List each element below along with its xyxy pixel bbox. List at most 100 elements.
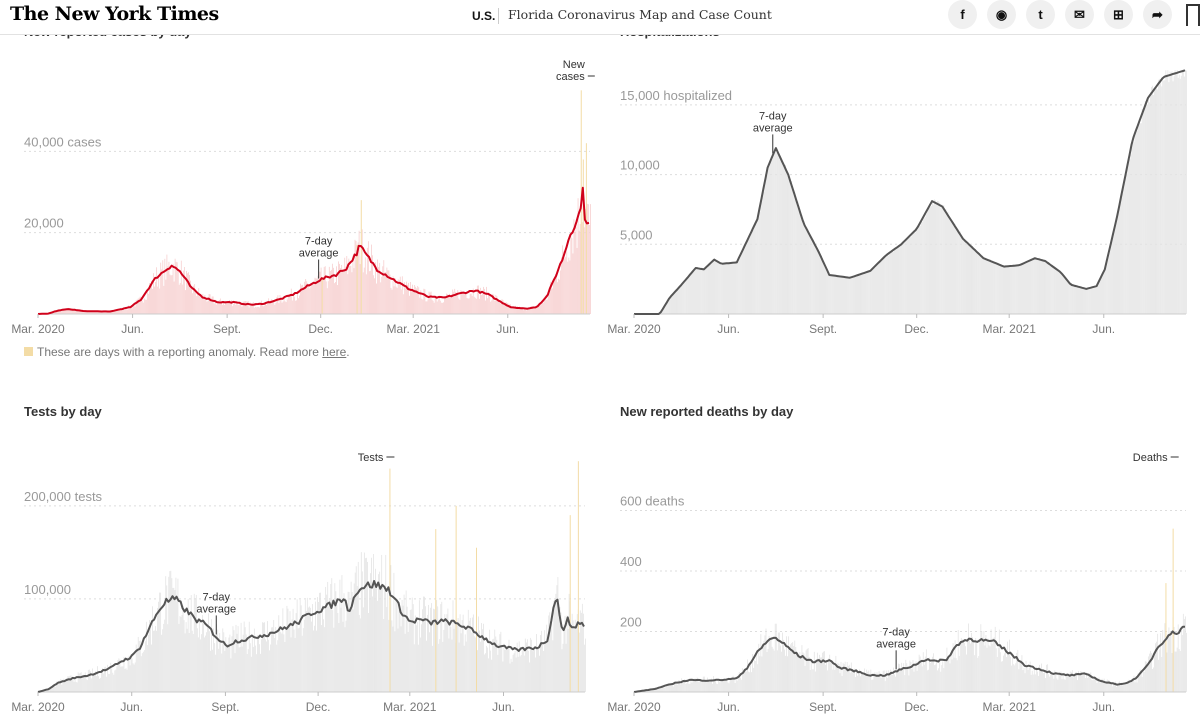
cases-daily-bar	[545, 299, 547, 314]
tests-daily-bar	[113, 674, 115, 692]
cases-anomaly-bar	[360, 200, 362, 314]
hosp-daily-bar	[1120, 203, 1122, 314]
cases-daily-bar	[289, 295, 291, 314]
cases-daily-bar	[499, 302, 501, 314]
tests-daily-bar	[317, 597, 318, 692]
cases-daily-bar	[131, 308, 133, 314]
cases-daily-bar	[291, 300, 293, 314]
deaths-daily-bar	[777, 632, 779, 692]
tests-daily-bar	[213, 628, 215, 692]
deaths-daily-bar	[651, 690, 653, 692]
deaths-daily-bar	[1081, 671, 1082, 692]
tests-daily-bar	[454, 620, 456, 692]
deaths-daily-bar	[1082, 675, 1083, 692]
deaths-daily-bar	[1006, 656, 1007, 692]
tests-daily-bar	[405, 590, 407, 692]
hosp-daily-bar	[1096, 285, 1098, 314]
hosp-daily-bar	[954, 223, 956, 314]
whatsapp-icon[interactable]: ◉	[987, 0, 1016, 29]
read-more-link[interactable]: here	[322, 345, 347, 359]
deaths-daily-bar	[973, 643, 975, 692]
cases-daily-bar	[425, 301, 427, 314]
hosp-daily-bar	[860, 274, 861, 314]
deaths-daily-bar	[1059, 672, 1061, 692]
deaths-daily-bar	[1036, 671, 1038, 692]
nyt-logo[interactable]: The New York Times	[10, 3, 219, 25]
deaths-daily-bar	[901, 662, 903, 692]
hosp-daily-bar	[711, 264, 712, 314]
cases-daily-bar	[309, 288, 311, 314]
deaths-daily-bar	[1126, 682, 1128, 692]
hosp-daily-bar	[1011, 265, 1013, 314]
tests-daily-bar	[529, 637, 531, 692]
cases-daily-bar	[102, 311, 104, 314]
cases-daily-bar	[496, 296, 498, 314]
deaths-daily-bar	[940, 671, 942, 692]
hosp-daily-bar	[844, 276, 846, 314]
cases-daily-bar	[324, 266, 326, 314]
hosp-daily-bar	[927, 207, 929, 314]
hosp-daily-bar	[667, 300, 669, 314]
deaths-daily-bar	[1032, 674, 1034, 692]
hosp-daily-bar	[1056, 270, 1058, 314]
deaths-daily-bar	[1008, 653, 1009, 692]
hosp-daily-bar	[1127, 162, 1129, 314]
hosp-daily-bar	[924, 216, 926, 314]
share-icon[interactable]: ➦	[1143, 0, 1172, 29]
hosp-daily-bar	[1126, 174, 1128, 314]
deaths-daily-bar	[836, 667, 838, 692]
tests-daily-bar	[427, 614, 428, 692]
tests-daily-bar	[460, 633, 462, 692]
cases-daily-bar	[303, 289, 305, 314]
hosp-daily-bar	[902, 244, 904, 314]
deaths-daily-bar	[1174, 651, 1176, 692]
tests-x-tick-label: Mar. 2020	[11, 700, 65, 714]
hosp-avg-line	[634, 69, 1186, 315]
hosp-daily-bar	[1114, 227, 1115, 314]
tests-y-tick-label: 100,000	[24, 582, 71, 597]
cases-daily-bar	[432, 300, 434, 314]
hosp-daily-bar	[1177, 77, 1179, 314]
cases-daily-bar	[237, 304, 239, 314]
cases-daily-bar	[509, 304, 511, 314]
hosp-daily-bar	[1018, 264, 1020, 314]
cases-daily-bar	[416, 288, 418, 314]
tests-daily-bar	[419, 637, 421, 692]
cases-daily-bar	[66, 308, 68, 314]
hosp-daily-bar	[1002, 267, 1003, 314]
cases-daily-bar	[478, 298, 480, 314]
cases-daily-bar	[325, 281, 327, 314]
cases-daily-bar	[527, 308, 529, 314]
hosp-daily-bar	[1061, 274, 1063, 314]
tests-daily-bar	[512, 654, 514, 692]
hosp-daily-bar	[975, 249, 977, 314]
cases-x-tick-label: Sept.	[213, 322, 241, 336]
hosp-daily-bar	[1028, 260, 1030, 314]
hosp-daily-bar	[1093, 286, 1095, 314]
deaths-daily-bar	[812, 669, 814, 692]
cases-daily-bar	[225, 300, 226, 314]
hosp-daily-bar	[1180, 75, 1182, 314]
cases-daily-bar	[376, 283, 377, 314]
deaths-daily-bar	[981, 631, 983, 692]
cases-daily-bar	[453, 291, 455, 314]
tests-daily-bar	[126, 669, 128, 692]
tests-daily-bar	[481, 623, 482, 692]
deaths-daily-bar	[984, 645, 986, 692]
email-icon[interactable]: ✉	[1065, 0, 1094, 29]
hosp-daily-bar	[948, 216, 950, 314]
cases-avg-line	[37, 186, 590, 315]
gift-icon[interactable]: ⊞	[1104, 0, 1133, 29]
bookmark-icon[interactable]	[1186, 4, 1200, 26]
cases-daily-bar	[112, 310, 113, 314]
section-link[interactable]: U.S.	[472, 9, 496, 23]
tests-daily-bar	[263, 622, 264, 692]
tests-daily-bar	[88, 669, 90, 692]
deaths-daily-bar	[860, 676, 861, 692]
hosp-daily-bar	[786, 171, 787, 314]
cases-daily-bar	[361, 229, 363, 314]
facebook-icon[interactable]: f	[948, 0, 977, 29]
cases-daily-bar	[143, 298, 145, 314]
twitter-icon[interactable]: t	[1026, 0, 1055, 29]
